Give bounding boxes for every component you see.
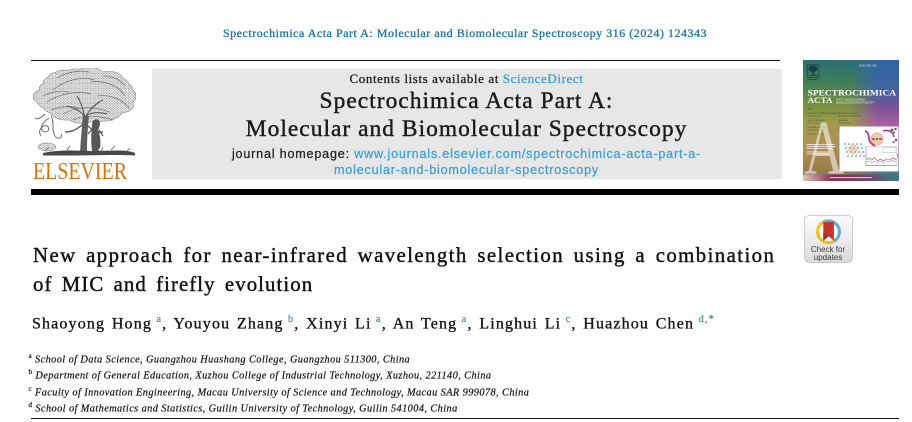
svg-text:Valencia, Spain: Valencia, Spain [808, 115, 823, 117]
svg-text:SALVADOR GARRIGUES MATEO: SALVADOR GARRIGUES MATEO [808, 112, 840, 115]
svg-text:BIOMOLECULAR SPECTROSCOPY: BIOMOLECULAR SPECTROSCOPY [836, 101, 875, 104]
svg-text:A: A [804, 104, 844, 180]
svg-text:Sao Paulo, Brazil: Sao Paulo, Brazil [808, 121, 824, 124]
svg-text:MICHAEL GEORGE: MICHAEL GEORGE [808, 126, 827, 129]
svg-text:RUDOLF KIEFER: RUDOLF KIEFER [808, 134, 825, 136]
svg-text:Nottingham, UK: Nottingham, UK [808, 128, 823, 131]
svg-text:Wei-Hua Ji: Wei-Hua Ji [838, 120, 849, 122]
svg-text:PART A: MOLECULAR AND: PART A: MOLECULAR AND [836, 98, 865, 101]
svg-text:SPECTROCHIMICA: SPECTROCHIMICA [808, 87, 897, 97]
svg-text:Editors: Editors [808, 107, 814, 110]
svg-text:ACTA: ACTA [808, 95, 834, 105]
svg-text:ELSEVIER: ELSEVIER [33, 159, 127, 181]
svg-text:JOAO LUIS LAGO: JOAO LUIS LAGO [808, 119, 826, 122]
svg-text:Bradford, United Kingdom: Bradford, United Kingdom [838, 114, 862, 117]
svg-text:Beijing, China: Beijing, China [838, 122, 852, 124]
svg-text:HOWELL EDWARDS: HOWELL EDWARDS [838, 112, 858, 115]
svg-text:ISSN 1386-1425: ISSN 1386-1425 [859, 64, 877, 67]
